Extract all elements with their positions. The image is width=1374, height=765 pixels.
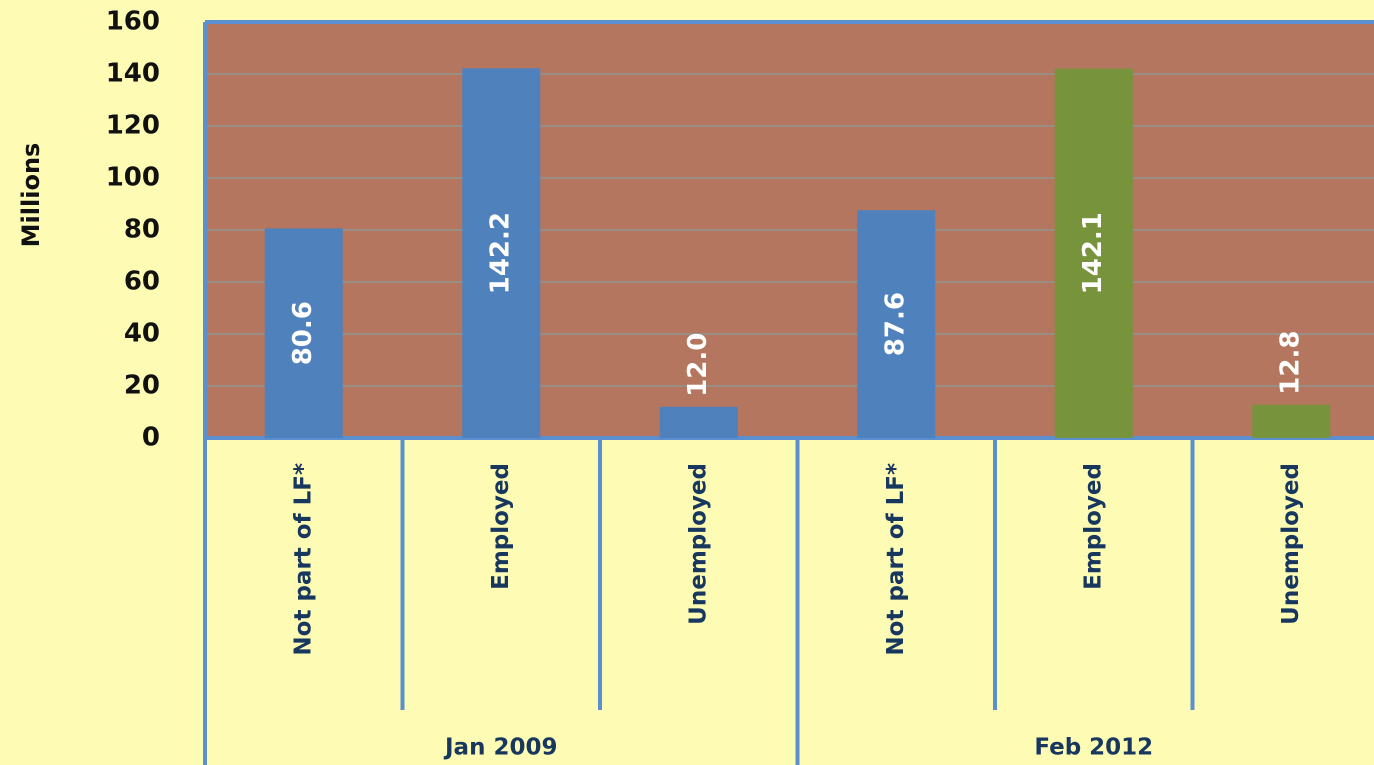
- x-tick-label: Not part of LF*: [290, 463, 316, 656]
- x-tick-label: Employed: [1080, 463, 1106, 590]
- data-label: 12.0: [683, 333, 713, 397]
- bar: [857, 210, 936, 438]
- x-tick-label: Unemployed: [685, 463, 711, 625]
- x-tick-label: Not part of LF*: [883, 463, 909, 656]
- y-axis-label: Millions: [17, 143, 45, 248]
- x-tick-label: Unemployed: [1278, 463, 1304, 625]
- bar: [462, 68, 541, 438]
- y-tick-label: 80: [124, 215, 160, 245]
- group-label: Jan 2009: [443, 735, 557, 761]
- data-label: 12.8: [1276, 331, 1306, 395]
- bar: [1054, 68, 1133, 438]
- bar: [264, 228, 343, 438]
- bar: [659, 406, 738, 438]
- y-tick-label: 140: [106, 59, 160, 89]
- data-label: 80.6: [288, 301, 318, 365]
- group-label: Feb 2012: [1034, 735, 1153, 761]
- y-tick-label: 160: [106, 7, 160, 37]
- data-label: 87.6: [881, 292, 911, 356]
- data-label: 142.1: [1078, 212, 1108, 294]
- y-tick-label: 100: [106, 163, 160, 193]
- y-tick-label: 40: [124, 319, 160, 349]
- y-tick-label: 120: [106, 111, 160, 141]
- bar: [1252, 404, 1331, 438]
- y-tick-label: 60: [124, 267, 160, 297]
- data-label: 142.2: [486, 212, 516, 294]
- x-tick-label: Employed: [488, 463, 514, 590]
- y-tick-label: 20: [124, 371, 160, 401]
- y-tick-label: 0: [142, 423, 160, 453]
